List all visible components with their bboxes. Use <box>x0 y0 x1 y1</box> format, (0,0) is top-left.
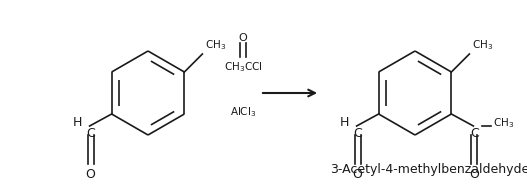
Text: CH$_3$CCl: CH$_3$CCl <box>224 60 262 74</box>
Text: CH$_3$: CH$_3$ <box>206 38 227 52</box>
Text: 3-Acetyl-4-methylbenzaldehyde: 3-Acetyl-4-methylbenzaldehyde <box>330 163 527 176</box>
Text: C: C <box>86 127 95 140</box>
Text: CH$_3$: CH$_3$ <box>493 116 514 130</box>
Text: O: O <box>470 168 480 181</box>
Text: H: H <box>339 115 349 129</box>
Text: O: O <box>353 168 363 181</box>
Text: H: H <box>72 115 82 129</box>
Text: C: C <box>353 127 362 140</box>
Text: C: C <box>470 127 479 140</box>
Text: O: O <box>86 168 95 181</box>
Text: AlCl$_3$: AlCl$_3$ <box>230 105 256 119</box>
Text: CH$_3$: CH$_3$ <box>472 38 494 52</box>
Text: O: O <box>239 33 247 43</box>
